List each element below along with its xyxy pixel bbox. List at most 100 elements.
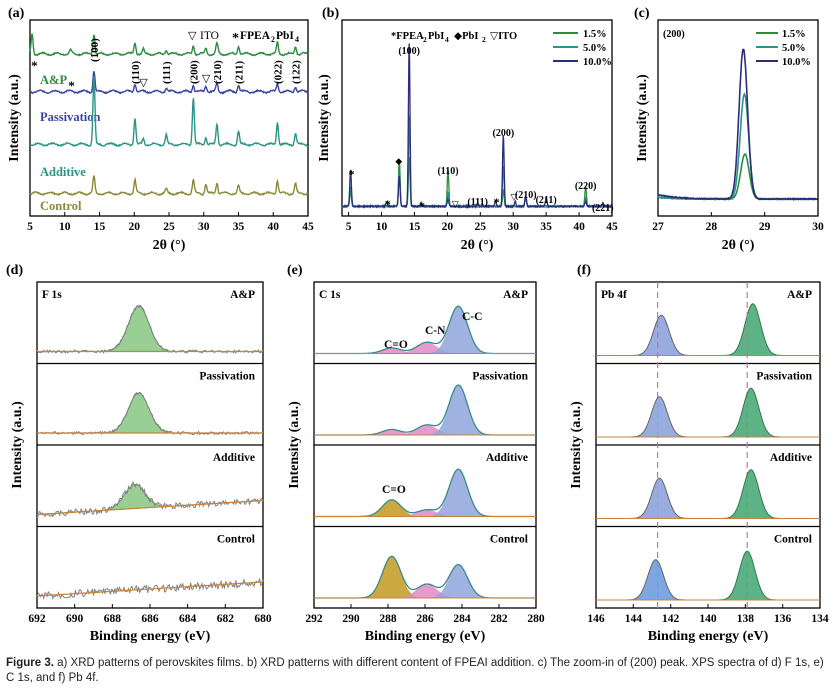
panel-b-diamond: ◆ xyxy=(395,156,402,166)
panel-b: (b) 5 10 15 20 25 30 35 40 45 2θ (°) Intensity (a.u… xyxy=(317,6,618,253)
panel-b-tick-label: 45 xyxy=(606,221,618,233)
panel-c-tick-label: 30 xyxy=(812,221,824,233)
panel-b-tag: (b) xyxy=(322,6,339,21)
panel-f-tag: (f) xyxy=(577,263,591,278)
panel-a-peak-label: (122) xyxy=(290,60,302,84)
panel-b-series-1 xyxy=(341,115,612,209)
panel-e-tick-label: 280 xyxy=(527,613,545,625)
panel-a: (a) 5 10 15 20 25 30 35 40 45 2θ (°) Intensity (a.u… xyxy=(7,6,314,253)
panel-b-xlabel: 2θ (°) xyxy=(461,238,494,253)
panel-b-tick-label: 20 xyxy=(442,221,454,233)
panel-d-xlabel: Binding energy (eV) xyxy=(90,629,211,644)
panel-a-peak-label: (211) xyxy=(234,60,246,84)
panel-a-series-label: Passivation xyxy=(40,110,100,124)
panel-a-star: * xyxy=(68,78,75,93)
panel-f-peak-fill xyxy=(596,314,820,356)
panel-a-series-label: Additive xyxy=(40,165,86,179)
panel-c-tick-label: 29 xyxy=(759,221,771,233)
panel-c: (c) 27 28 29 30 2θ (°) Intensity (a.u.) (200) 1.… xyxy=(634,6,824,253)
panel-a-legend-sub: 2 xyxy=(271,35,275,44)
panel-d: (d) 692 690 688 686 684 682 680 Binding energy (… xyxy=(6,263,272,644)
panel-e-xlabel: Binding energy (eV) xyxy=(365,629,486,644)
panel-e-tick-label: 290 xyxy=(342,613,360,625)
panel-b-legend-pbi: PbI xyxy=(428,31,444,42)
panel-a-peak-label: (200) xyxy=(188,60,200,84)
panel-b-peak-label: (221) xyxy=(592,203,614,214)
panel-e-series-label: Passivation xyxy=(472,371,528,383)
panel-d-baseline xyxy=(36,499,264,516)
panel-a-legend-sub: 4 xyxy=(295,35,299,44)
panel-f: (f) 146 144 142 140 138 136 134 Binding energy (… xyxy=(569,263,829,644)
panel-e-tick-label: 292 xyxy=(305,613,323,625)
panel-a-tick-label: 45 xyxy=(302,221,314,233)
panel-a-peak-label: (210) xyxy=(212,60,224,84)
panel-a-tick-label: 25 xyxy=(163,221,175,233)
panel-f-series-label: A&P xyxy=(787,289,812,301)
panel-a-legend-ito: ITO xyxy=(200,30,219,42)
panel-e-tick-label: 282 xyxy=(490,613,508,625)
panel-b-tick-label: 30 xyxy=(507,221,519,233)
panel-e-series-label: Additive xyxy=(486,452,528,464)
panel-e-peak-name: C=O xyxy=(384,339,408,351)
panel-b-peak-label: (200) xyxy=(493,128,515,139)
panel-f-tick-label: 134 xyxy=(811,613,829,625)
panel-f-series-label: Control xyxy=(774,534,812,546)
panel-a-tag: (a) xyxy=(8,6,25,21)
panel-b-legend-label: 5.0% xyxy=(583,43,607,54)
panel-a-tick-label: 15 xyxy=(94,221,106,233)
panel-d-series-label: A&P xyxy=(230,289,255,301)
panel-f-peak-fill xyxy=(596,396,820,438)
panel-e: (e) 292 290 288 286 284 282 280 Binding energy (… xyxy=(287,263,545,644)
panel-d-tick-label: 684 xyxy=(179,613,197,625)
panel-a-legend-fpea: FPEA xyxy=(240,30,271,42)
panel-d-tick-label: 688 xyxy=(104,613,122,625)
panel-c-tag: (c) xyxy=(634,6,650,21)
panel-f-peak-fill xyxy=(596,469,820,519)
panel-a-legend-ito-marker: ▽ xyxy=(188,30,197,42)
panel-a-tick-label: 30 xyxy=(198,221,210,233)
panel-a-tick-label: 5 xyxy=(27,221,33,233)
panel-c-ylabel: Intensity (a.u.) xyxy=(635,74,650,162)
panel-d-peak-fill xyxy=(37,305,263,352)
panel-b-tick-label: 5 xyxy=(346,221,352,233)
panel-f-tick-label: 144 xyxy=(625,613,643,625)
panel-d-ylabel: Intensity (a.u.) xyxy=(10,401,25,489)
panel-b-peak-label: (220) xyxy=(575,181,597,192)
panel-e-envelope xyxy=(314,468,536,518)
panel-a-legend-star: * xyxy=(232,31,239,46)
panel-b-peak-label: (211) xyxy=(536,195,557,206)
panel-a-ylabel: Intensity (a.u.) xyxy=(7,74,22,162)
panel-c-legend-label: 1.5% xyxy=(782,29,806,40)
panel-a-tick-label: 20 xyxy=(129,221,141,233)
panel-b-peak-label: (111) xyxy=(467,197,488,208)
panel-f-tick-label: 136 xyxy=(774,613,792,625)
panel-a-peak-label: (022) xyxy=(272,60,284,84)
panel-b-tick-label: 15 xyxy=(409,221,421,233)
panel-f-xlabel: Binding energy (eV) xyxy=(648,629,769,644)
panel-c-tick-label: 27 xyxy=(652,221,664,233)
panel-e-tag: (e) xyxy=(287,263,303,278)
panel-b-star: * xyxy=(349,167,355,181)
panel-e-tick-label: 288 xyxy=(379,613,397,625)
panel-b-legend-label: 10.0% xyxy=(583,57,612,68)
panel-b-star: * xyxy=(419,199,425,213)
panel-e-series-label: Control xyxy=(490,534,528,546)
panel-a-ito-mark: ▽ xyxy=(139,77,148,89)
panel-f-ylabel: Intensity (a.u.) xyxy=(569,401,584,489)
panel-f-series-label: Additive xyxy=(770,452,812,464)
panel-b-tick-label: 35 xyxy=(540,221,552,233)
panel-a-series-3 xyxy=(29,175,309,197)
panel-b-star: * xyxy=(493,195,499,209)
panel-b-tick-label: 10 xyxy=(376,221,388,233)
panel-a-peak-label: (111) xyxy=(161,61,173,84)
panel-d-tick-label: 686 xyxy=(141,613,159,625)
panel-d-tick-label: 692 xyxy=(28,613,46,625)
panel-d-tag: (d) xyxy=(6,263,23,278)
panel-a-series-2 xyxy=(29,75,309,148)
panel-a-tick-label: 35 xyxy=(233,221,245,233)
panel-e-peak-fill xyxy=(314,584,536,598)
panel-d-series-label: Control xyxy=(217,534,255,546)
panel-e-ylabel: Intensity (a.u.) xyxy=(287,401,302,489)
panel-e-tick-label: 284 xyxy=(453,613,471,625)
panel-e-peak-fill xyxy=(314,342,536,354)
